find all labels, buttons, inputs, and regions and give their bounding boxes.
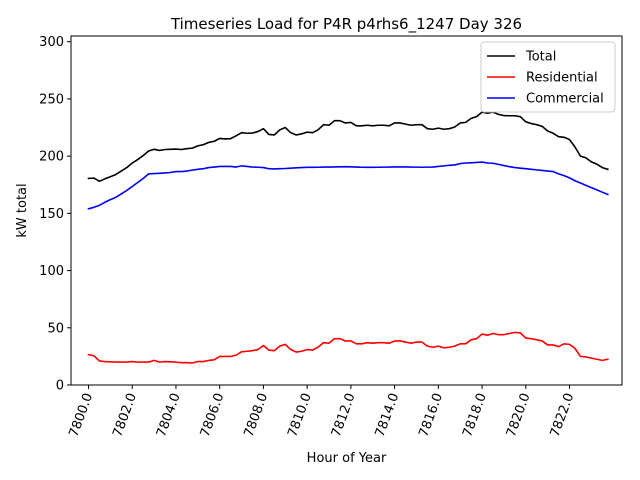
x-axis-label: Hour of Year bbox=[307, 451, 387, 466]
axes-frame bbox=[70, 35, 623, 386]
x-tick-label: 7802.0 bbox=[110, 391, 140, 439]
x-tick-label: 7820.0 bbox=[504, 391, 534, 439]
x-tick-label: 7810.0 bbox=[285, 391, 315, 439]
chart-title: Timeseries Load for P4R p4rhs6_1247 Day … bbox=[170, 15, 522, 34]
x-tick-label: 7804.0 bbox=[154, 391, 184, 439]
y-tick-label: 100 bbox=[39, 264, 64, 279]
y-axis-label: kW total bbox=[15, 183, 30, 237]
y-tick-label: 250 bbox=[39, 92, 64, 107]
legend-box bbox=[480, 41, 616, 113]
series-line-commercial bbox=[87, 161, 609, 210]
x-tick-label: 7800.0 bbox=[67, 391, 97, 439]
x-tick-label: 7806.0 bbox=[198, 391, 228, 439]
y-tick-label: 200 bbox=[39, 150, 64, 165]
x-tick-label: 7812.0 bbox=[329, 391, 359, 439]
x-tick-label: 7814.0 bbox=[373, 391, 403, 439]
y-tick-label: 300 bbox=[39, 35, 64, 50]
x-tick-label: 7818.0 bbox=[460, 391, 490, 439]
series-line-total bbox=[87, 111, 609, 183]
series-line-residential bbox=[87, 331, 609, 364]
legend: Total Residential Commercial bbox=[480, 41, 616, 113]
x-tick-label: 7822.0 bbox=[548, 391, 578, 439]
x-tick-label: 7808.0 bbox=[242, 391, 272, 439]
y-tick-label: 50 bbox=[47, 321, 64, 336]
legend-label-residential: Residential bbox=[526, 71, 598, 86]
x-tick-label: 7816.0 bbox=[416, 391, 446, 439]
y-tick-label: 0 bbox=[56, 379, 64, 394]
y-tick-label: 150 bbox=[39, 207, 64, 222]
legend-label-total: Total bbox=[525, 50, 556, 65]
legend-label-commercial: Commercial bbox=[526, 92, 604, 107]
